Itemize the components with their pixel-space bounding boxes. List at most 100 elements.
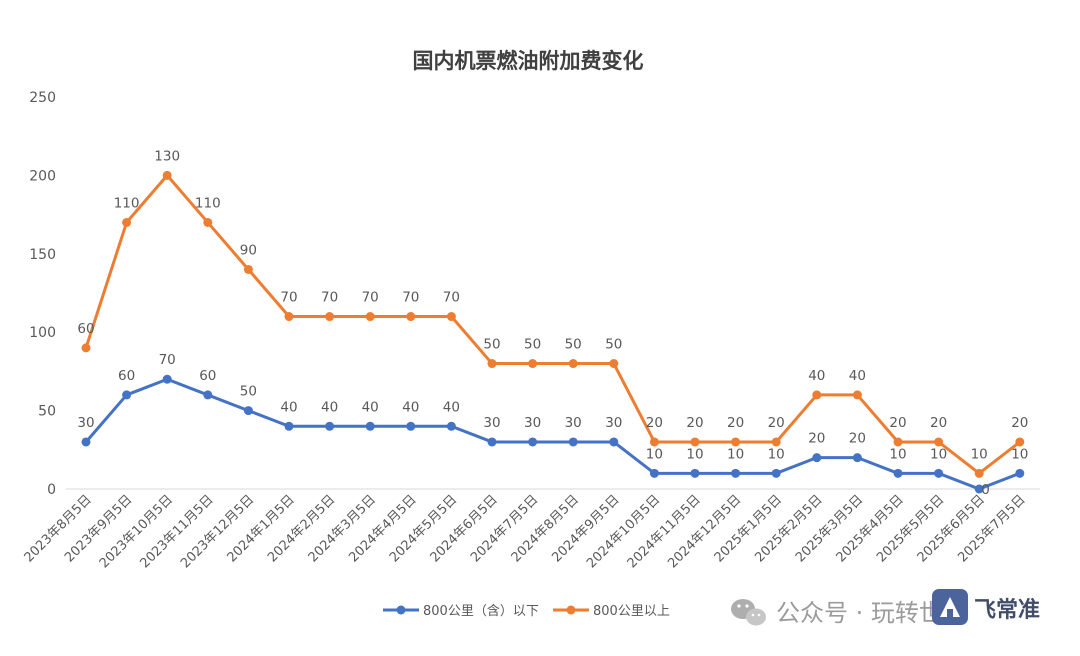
- data-point[interactable]: [528, 359, 538, 369]
- data-point[interactable]: [974, 484, 984, 494]
- series-1: [81, 374, 1025, 494]
- legend-item-series-2[interactable]: 800公里以上: [553, 604, 670, 619]
- data-label: 10: [727, 446, 744, 462]
- data-point[interactable]: [974, 468, 984, 478]
- data-label: 130: [154, 148, 180, 164]
- data-point[interactable]: [609, 359, 619, 369]
- series-line-1: [84, 377, 1022, 491]
- data-point[interactable]: [609, 437, 619, 447]
- data-point[interactable]: [122, 217, 132, 227]
- data-point[interactable]: [406, 312, 416, 322]
- data-point[interactable]: [122, 390, 132, 400]
- data-point[interactable]: [325, 421, 335, 431]
- data-point[interactable]: [690, 437, 700, 447]
- data-label: 70: [280, 290, 297, 306]
- data-point[interactable]: [731, 437, 741, 447]
- legend-label-series-2: 800公里以上: [593, 604, 670, 619]
- data-point[interactable]: [487, 437, 497, 447]
- data-point[interactable]: [1015, 468, 1025, 478]
- data-point[interactable]: [325, 312, 335, 322]
- data-label: 60: [118, 368, 135, 384]
- data-point[interactable]: [365, 312, 375, 322]
- data-point[interactable]: [771, 437, 781, 447]
- data-label: 40: [321, 399, 338, 415]
- data-label: 10: [971, 446, 988, 462]
- data-label: 30: [524, 415, 541, 431]
- data-label: 20: [768, 415, 785, 431]
- data-label: 70: [321, 290, 338, 306]
- data-point[interactable]: [812, 390, 822, 400]
- data-point[interactable]: [203, 217, 213, 227]
- data-label: 40: [280, 399, 297, 415]
- logo-icon: [932, 589, 968, 625]
- data-label: 30: [483, 415, 500, 431]
- data-point[interactable]: [446, 421, 456, 431]
- data-point[interactable]: [852, 390, 862, 400]
- series-layer: [81, 170, 1025, 494]
- data-point[interactable]: [812, 453, 822, 463]
- data-label: 20: [889, 415, 906, 431]
- data-point[interactable]: [1015, 437, 1025, 447]
- data-point[interactable]: [934, 468, 944, 478]
- data-label: 10: [930, 446, 947, 462]
- data-point[interactable]: [406, 421, 416, 431]
- data-label: 50: [565, 337, 582, 353]
- data-label: 50: [483, 337, 500, 353]
- data-label: 20: [930, 415, 947, 431]
- data-label: 20: [808, 431, 825, 447]
- series-line-2: [84, 173, 1022, 475]
- data-label: 70: [443, 290, 460, 306]
- data-label: 50: [605, 337, 622, 353]
- x-tick-label: 2023年10月5日: [97, 492, 176, 571]
- x-axis: 2023年8月5日2023年9月5日2023年10月5日2023年11月5日20…: [22, 492, 1029, 571]
- data-point[interactable]: [568, 359, 578, 369]
- data-label: 60: [77, 321, 94, 337]
- data-point[interactable]: [649, 437, 659, 447]
- data-point[interactable]: [771, 468, 781, 478]
- data-label: 10: [768, 446, 785, 462]
- data-label: 70: [159, 352, 176, 368]
- data-point[interactable]: [893, 468, 903, 478]
- data-point[interactable]: [81, 437, 91, 447]
- data-labels: 30 60 70 60 50 40 40 40 40 40 30 30 30 30 10 10 10 10 20 20…: [77, 148, 1028, 498]
- data-point[interactable]: [446, 312, 456, 322]
- data-label: 30: [77, 415, 94, 431]
- data-point[interactable]: [649, 468, 659, 478]
- data-point[interactable]: [162, 374, 172, 384]
- y-tick-label: 150: [29, 247, 56, 263]
- y-tick-label: 0: [47, 482, 56, 498]
- data-point[interactable]: [284, 312, 294, 322]
- data-label: 20: [727, 415, 744, 431]
- data-label: 70: [362, 290, 379, 306]
- data-point[interactable]: [934, 437, 944, 447]
- data-point[interactable]: [81, 343, 91, 353]
- data-point[interactable]: [162, 170, 172, 180]
- data-label: 90: [240, 242, 257, 258]
- x-tick-label: 2024年10月5日: [584, 492, 663, 571]
- chart-title: 国内机票燃油附加费变化: [413, 49, 644, 73]
- x-tick-label: 2024年11月5日: [625, 492, 704, 571]
- data-label: 0: [981, 482, 990, 498]
- data-label: 40: [808, 368, 825, 384]
- data-point[interactable]: [731, 468, 741, 478]
- data-point[interactable]: [690, 468, 700, 478]
- y-tick-label: 200: [29, 168, 56, 184]
- y-axis: 0 50 100 150 200 250: [29, 90, 56, 498]
- data-label: 20: [686, 415, 703, 431]
- data-point[interactable]: [852, 453, 862, 463]
- legend-label-series-1: 800公里（含）以下: [423, 603, 539, 619]
- legend-item-series-1[interactable]: 800公里（含）以下: [383, 603, 539, 619]
- data-point[interactable]: [365, 421, 375, 431]
- data-point[interactable]: [243, 264, 253, 274]
- data-point[interactable]: [203, 390, 213, 400]
- data-point[interactable]: [528, 437, 538, 447]
- data-point[interactable]: [893, 437, 903, 447]
- data-label: 10: [889, 446, 906, 462]
- data-point[interactable]: [243, 406, 253, 416]
- data-point[interactable]: [284, 421, 294, 431]
- x-tick-label: 2023年12月5日: [178, 492, 257, 571]
- data-point[interactable]: [568, 437, 578, 447]
- data-point[interactable]: [487, 359, 497, 369]
- data-label: 50: [524, 337, 541, 353]
